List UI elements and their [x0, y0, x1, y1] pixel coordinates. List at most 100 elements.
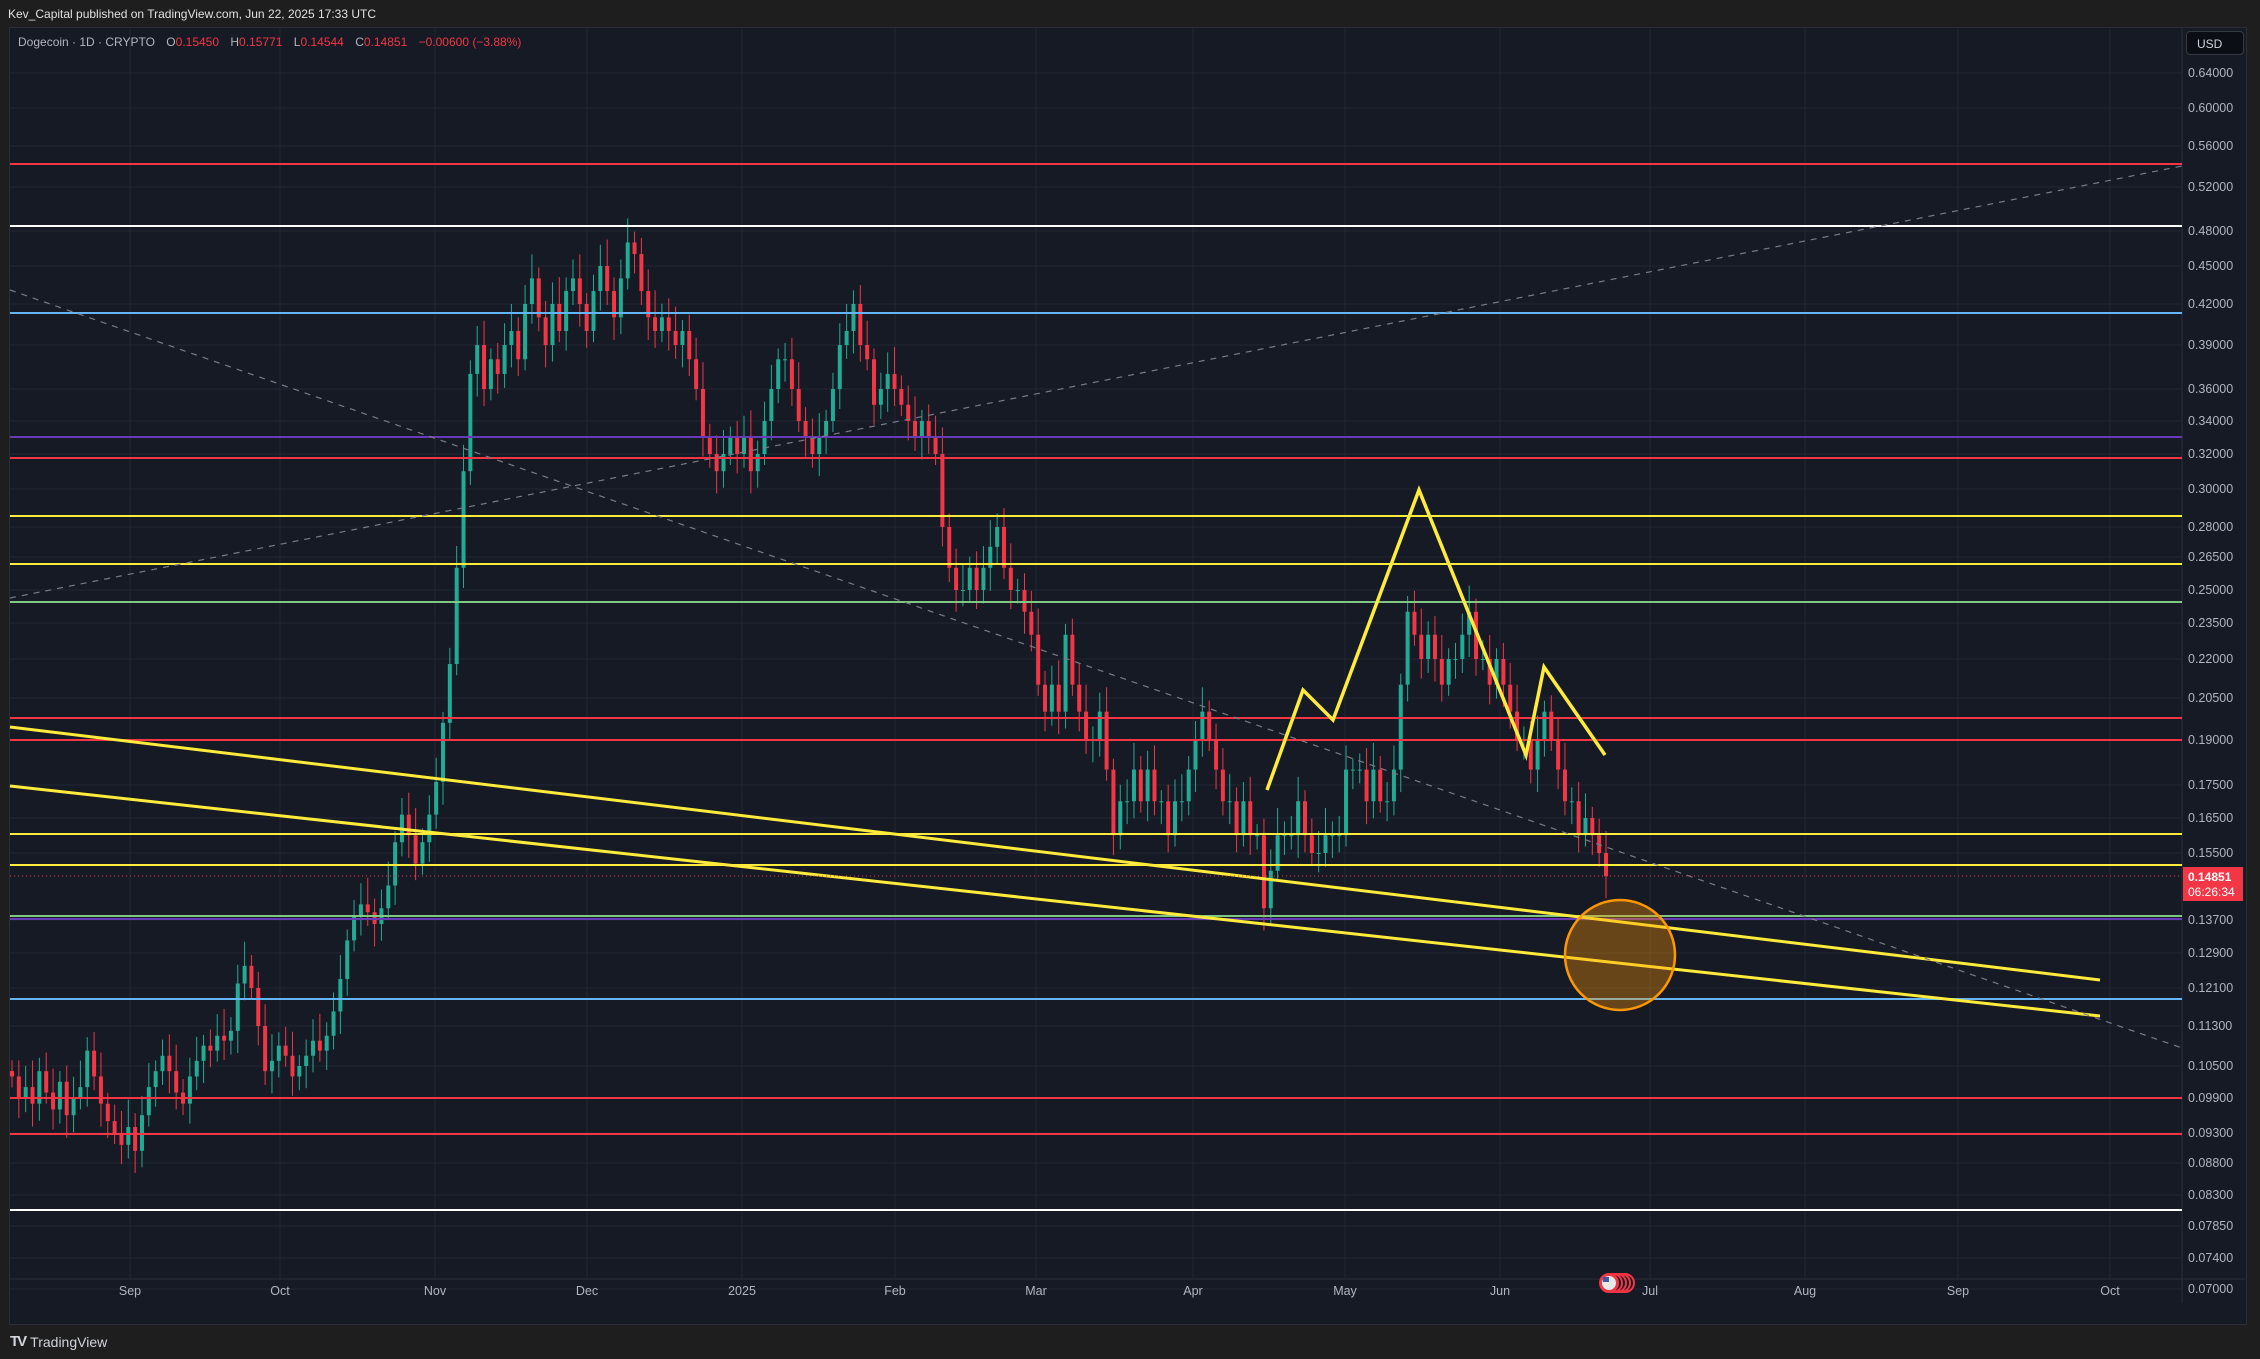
grid: [10, 28, 2182, 1290]
candle-body: [618, 278, 623, 318]
high-value: 0.15771: [239, 35, 283, 49]
candle-body: [174, 1071, 179, 1093]
candle-body: [304, 1055, 309, 1066]
candle-body: [201, 1045, 206, 1061]
candle-body: [92, 1050, 97, 1077]
price-tick-label: 0.08800: [2188, 1156, 2233, 1170]
time-tick-label: Mar: [1025, 1284, 1047, 1298]
candle-body: [461, 471, 466, 568]
candle-body: [235, 983, 240, 1031]
candle-body: [543, 317, 548, 345]
candle-body: [1323, 835, 1328, 853]
candle-body: [427, 814, 432, 843]
tv-logo-icon: TV: [10, 1333, 27, 1350]
candle-body: [1207, 711, 1212, 740]
price-tick-label: 0.13700: [2188, 913, 2233, 927]
candle-body: [1412, 611, 1417, 635]
candle-body: [673, 330, 678, 345]
candle-body: [1453, 659, 1458, 660]
candle-body: [954, 567, 959, 590]
candle-body: [454, 567, 459, 665]
candle-body: [1398, 684, 1403, 770]
candle-body: [222, 1035, 227, 1041]
price-tick-label: 0.28000: [2188, 520, 2233, 534]
trendline-yellow[interactable]: [9, 725, 2101, 982]
candle-body: [434, 781, 439, 815]
low-value: 0.14544: [300, 35, 344, 49]
candle-body: [1234, 801, 1239, 836]
candle-body: [393, 842, 398, 886]
time-axis[interactable]: Sep Oct Nov Dec 2025 Feb Mar Apr May Jun Jul Aug Sep…: [119, 1284, 2120, 1298]
candle-body: [297, 1066, 302, 1077]
candle-body: [646, 291, 651, 318]
candle-body: [824, 421, 829, 438]
chart-frame[interactable]: [9, 27, 2247, 1325]
tradingview-logo[interactable]: TV TradingView: [10, 1333, 107, 1350]
trendline-gray[interactable]: [9, 165, 2183, 599]
candle-body: [269, 1060, 274, 1072]
price-axis[interactable]: 0.64000 0.60000 0.56000 0.52000 0.48000 0.450…: [2188, 66, 2233, 1296]
candle-body: [1357, 769, 1362, 771]
trendline-gray[interactable]: [9, 289, 2183, 1049]
price-tick-label: 0.07000: [2188, 1282, 2233, 1296]
price-tick-label: 0.42000: [2188, 297, 2233, 311]
time-tick-label: Feb: [884, 1284, 906, 1298]
time-tick-label: Sep: [1947, 1284, 1969, 1298]
candle-body: [584, 304, 589, 331]
candle-body: [529, 278, 534, 304]
head-and-shoulders-pattern[interactable]: [1265, 485, 1607, 791]
candle-body: [1439, 659, 1444, 685]
candle-body: [1426, 634, 1431, 659]
price-tick-label: 0.36000: [2188, 382, 2233, 396]
candle-body: [1508, 684, 1513, 712]
candle-body: [694, 359, 699, 389]
candle-body: [1556, 740, 1561, 770]
candle-body: [1549, 711, 1554, 740]
economic-event-marker[interactable]: [1599, 1273, 1635, 1293]
brand-name: TradingView: [30, 1333, 108, 1350]
candle-body: [878, 389, 883, 405]
candle-body: [1432, 634, 1437, 659]
candle-body: [1590, 818, 1595, 836]
candle-body: [1337, 835, 1342, 837]
time-tick-label: May: [1333, 1284, 1357, 1298]
last-price-value: 0.14851: [2188, 870, 2232, 884]
candle-body: [1378, 769, 1383, 802]
price-tick-label: 0.11300: [2188, 1019, 2232, 1033]
candle-body: [468, 373, 473, 472]
candle-body: [659, 317, 664, 331]
candle-body: [1405, 611, 1410, 685]
time-tick-label: Apr: [1183, 1284, 1202, 1298]
price-tick-label: 0.52000: [2188, 180, 2233, 194]
candle-body: [78, 1087, 83, 1098]
currency-button[interactable]: USD: [2186, 31, 2244, 55]
candle-body: [1152, 769, 1157, 802]
candle-body: [311, 1040, 316, 1056]
candle-body: [550, 304, 555, 345]
price-tick-label: 0.12900: [2188, 946, 2233, 960]
candle-body: [256, 988, 261, 1026]
candle-body: [700, 389, 705, 438]
candle-body: [1077, 684, 1082, 712]
time-tick-label: Nov: [424, 1284, 447, 1298]
candle-body: [913, 421, 918, 438]
price-tick-label: 0.07850: [2188, 1219, 2233, 1233]
candle-body: [906, 404, 911, 421]
trendline-yellow[interactable]: [9, 784, 2101, 1018]
symbol-legend: Dogecoin · 1D · CRYPTO O0.15450 H0.15771…: [18, 35, 522, 49]
publish-text: Kev_Capital published on TradingView.com…: [8, 7, 377, 21]
candle-body: [892, 373, 897, 389]
candle-body: [858, 304, 863, 345]
candle-body: [10, 1071, 14, 1077]
candle-body: [1255, 835, 1260, 837]
price-tick-label: 0.15500: [2188, 846, 2233, 860]
candle-body: [1049, 684, 1054, 712]
candle-body: [612, 291, 617, 318]
candle-body: [1371, 769, 1376, 802]
candle-body: [899, 389, 904, 405]
candle-body: [1316, 853, 1321, 854]
candle-body: [331, 1011, 336, 1036]
candle-body: [112, 1121, 117, 1133]
highlight-circle[interactable]: [1563, 898, 1677, 1012]
